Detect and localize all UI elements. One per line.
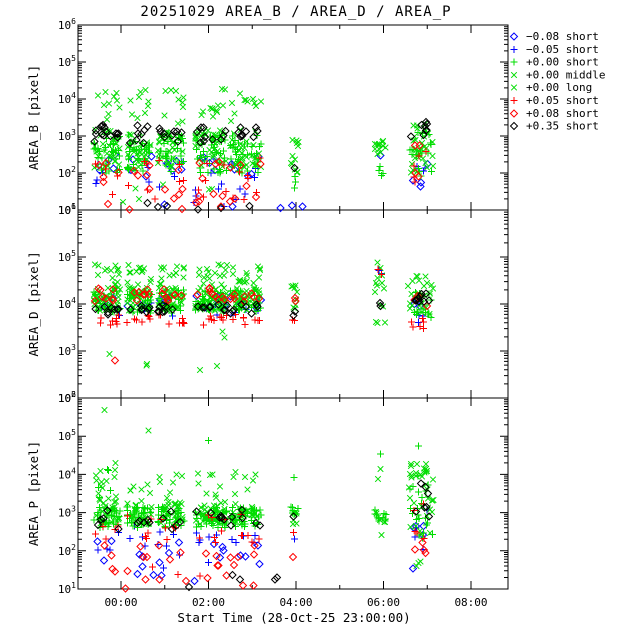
series-p035_short-panel-2 [91,289,434,320]
legend: −0.08 short−0.05 short+0.00 short+0.00 m… [509,30,605,133]
legend-label-p008_short: +0.08 short [526,107,599,120]
axis-labels: 101 102 103 104 105 106 AREA_B [pixel] 102 103 10… [26,17,488,609]
series-p005_short-panel-3 [92,500,428,580]
legend-label-p005_short: +0.05 short [526,94,599,107]
series-p000_middle-panel-2 [90,279,437,374]
legend-marker-m008_short [509,32,519,41]
series-p035_short-panel-3 [93,479,434,592]
series-p005_short-panel-1 [92,148,430,203]
panel-border [77,397,509,590]
y-tick-label: 102 [58,165,76,180]
series-p008_short-panel-3 [100,538,430,593]
y-tick-label: 102 [58,390,76,405]
y-tick-label: 106 [58,202,76,217]
x-tick-label: 06:00 [367,596,400,609]
legend-label-m005_short: −0.05 short [526,43,599,56]
x-axis-title: Start Time (28-Oct-25 23:00:00) [177,610,410,625]
series-p000_short-panel-1 [90,129,435,192]
y-tick-label: 105 [58,54,76,69]
legend-label-p000_long: +0.00 long [526,81,592,94]
legend-label-p000_short: +0.00 short [526,56,599,69]
legend-marker-p000_middle [510,71,518,79]
legend-label-p035_short: +0.35 short [526,120,599,133]
y-tick-label: 104 [58,91,76,106]
legend-marker-m005_short [510,46,518,53]
series-p000_middle-panel-3 [93,460,437,570]
legend-marker-p005_short [510,97,518,104]
axes-frame [77,24,509,590]
y-tick-label: 102 [58,543,76,558]
series-p000_long-panel-2 [91,259,431,289]
scatter-points [90,85,437,593]
y-tick-label: 106 [58,390,76,405]
y-tick-label: 105 [58,428,76,443]
x-tick-label: 00:00 [104,596,137,609]
legend-marker-p000_long [510,84,518,91]
y-tick-label: 106 [58,17,76,32]
legend-marker-p035_short [509,121,519,131]
y-axis-title: AREA_D [pixel] [26,251,41,356]
y-axis-title: AREA_P [pixel] [26,441,41,546]
series-p008_short-panel-1 [94,141,424,214]
x-tick-label: 04:00 [279,596,312,609]
legend-marker-p000_short [510,58,518,66]
y-tick-label: 104 [58,296,76,311]
y-tick-label: 104 [58,466,76,481]
y-axis-title: AREA_B [pixel] [26,65,41,170]
x-tick-label: 08:00 [454,596,487,609]
series-p035_short-panel-1 [90,117,432,214]
y-tick-label: 103 [58,343,76,358]
legend-label-p000_middle: +0.00 middle [526,68,605,81]
y-tick-label: 101 [58,202,76,217]
legend-marker-p008_short [509,109,519,118]
series-p000_long-panel-3 [92,406,430,504]
x-tick-label: 02:00 [192,596,225,609]
y-tick-label: 101 [58,581,76,596]
legend-label-m008_short: −0.08 short [526,30,599,43]
plot-title: 20251029 AREA_B / AREA_D / AREA_P [140,4,451,20]
y-tick-label: 105 [58,249,76,264]
y-tick-label: 103 [58,128,76,143]
y-tick-label: 103 [58,505,76,520]
